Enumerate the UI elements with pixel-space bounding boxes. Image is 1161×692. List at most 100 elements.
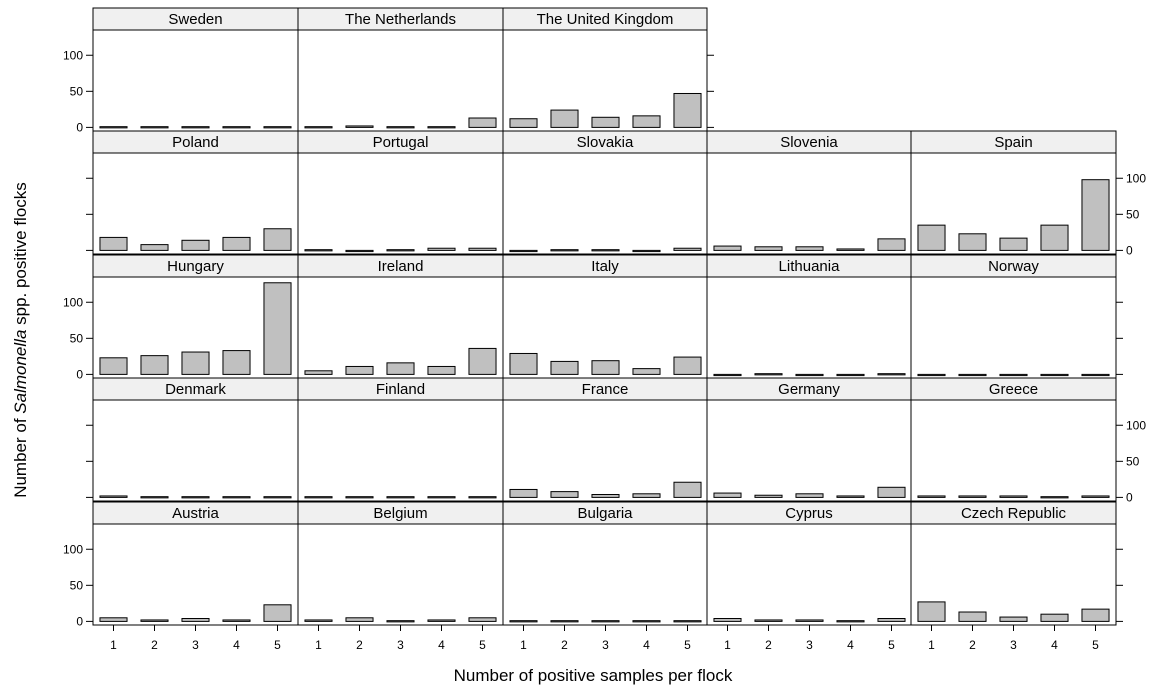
bar-norway-2 bbox=[958, 373, 987, 377]
bar-belgium-5 bbox=[468, 617, 497, 622]
x-tick-label: 2 bbox=[765, 638, 772, 652]
bar-czech-republic-5 bbox=[1081, 608, 1110, 622]
y-tick-label: 0 bbox=[76, 120, 83, 134]
bar-ireland-1 bbox=[304, 370, 333, 375]
x-tick-label: 4 bbox=[233, 638, 240, 652]
panel-plot-area bbox=[503, 30, 707, 131]
x-tick-label: 3 bbox=[397, 638, 404, 652]
bar-france-4 bbox=[632, 493, 661, 498]
bar-the-united-kingdom-4 bbox=[632, 115, 661, 128]
bar-cyprus-5 bbox=[877, 618, 906, 622]
bar-germany-5 bbox=[877, 486, 906, 498]
x-tick-label: 5 bbox=[1092, 638, 1099, 652]
strip-label: Czech Republic bbox=[961, 505, 1067, 522]
strip-label: Slovenia bbox=[780, 134, 838, 151]
strip-label: Finland bbox=[376, 381, 425, 398]
bar-france-1 bbox=[509, 488, 538, 498]
bar-ireland-2 bbox=[345, 365, 374, 375]
bar-germany-4 bbox=[836, 495, 865, 498]
panel-slovenia: Slovenia bbox=[706, 130, 912, 255]
bar-finland-1 bbox=[304, 496, 333, 499]
bar-poland-5 bbox=[263, 228, 292, 251]
bar-finland-5 bbox=[468, 496, 497, 499]
panel-denmark: Denmark bbox=[92, 377, 299, 502]
strip-label: France bbox=[582, 381, 629, 398]
bar-spain-4 bbox=[1040, 224, 1069, 251]
panel-germany: Germany bbox=[706, 377, 912, 502]
panel-the-united-kingdom: The United Kingdom bbox=[502, 7, 708, 132]
bar-bulgaria-2 bbox=[550, 620, 579, 623]
panel-sweden: Sweden bbox=[92, 7, 299, 132]
bar-slovenia-1 bbox=[713, 245, 742, 251]
bar-denmark-2 bbox=[140, 496, 169, 499]
x-tick-label: 1 bbox=[315, 638, 322, 652]
panel-plot-area bbox=[503, 400, 707, 501]
y-tick-label: 0 bbox=[76, 367, 83, 381]
bar-ireland-3 bbox=[386, 362, 415, 375]
bar-cyprus-2 bbox=[754, 619, 783, 622]
x-tick-label: 5 bbox=[479, 638, 486, 652]
x-tick-label: 4 bbox=[1051, 638, 1058, 652]
panel-france: France bbox=[502, 377, 708, 502]
panel-slovakia: Slovakia bbox=[502, 130, 708, 255]
y-tick-label: 100 bbox=[63, 542, 83, 556]
bar-poland-3 bbox=[181, 239, 210, 251]
x-tick-label: 4 bbox=[847, 638, 854, 652]
bar-poland-1 bbox=[99, 236, 128, 251]
bar-bulgaria-5 bbox=[673, 620, 702, 623]
panels-layer: Austria Belgium Bulgaria Cyprus Czech Republ… bbox=[92, 7, 1117, 626]
bar-denmark-4 bbox=[222, 496, 251, 499]
bar-france-5 bbox=[673, 481, 702, 498]
bar-portugal-3 bbox=[386, 249, 415, 252]
panel-plot-area bbox=[707, 400, 911, 501]
strip-label: The Netherlands bbox=[345, 11, 456, 28]
y-tick-label: 100 bbox=[1126, 418, 1146, 432]
bar-hungary-4 bbox=[222, 350, 251, 375]
panel-plot-area bbox=[298, 524, 503, 625]
x-tick-label: 2 bbox=[561, 638, 568, 652]
panel-plot-area bbox=[911, 277, 1116, 378]
bar-lithuania-4 bbox=[836, 373, 865, 377]
panel-plot-area bbox=[707, 524, 911, 625]
x-tick-label: 5 bbox=[888, 638, 895, 652]
bar-denmark-1 bbox=[99, 495, 128, 498]
axes-layer: 0 50 100 0 50 100 0 50 100 0 50 100 0 50 100 1 2 3 4 5 1 2 3 4 5… bbox=[63, 48, 1146, 652]
bar-france-3 bbox=[591, 494, 620, 498]
bar-france-2 bbox=[550, 491, 579, 498]
bar-portugal-5 bbox=[468, 247, 497, 251]
bar-germany-1 bbox=[713, 492, 742, 498]
bar-czech-republic-1 bbox=[917, 601, 946, 622]
bar-greece-3 bbox=[999, 495, 1028, 498]
bar-the-netherlands-3 bbox=[386, 126, 415, 129]
x-tick-label: 3 bbox=[1010, 638, 1017, 652]
bar-finland-4 bbox=[427, 496, 456, 499]
panel-plot-area bbox=[707, 153, 911, 254]
strip-label: Lithuania bbox=[779, 258, 841, 275]
bar-denmark-5 bbox=[263, 496, 292, 499]
panel-plot-area bbox=[503, 524, 707, 625]
bar-portugal-4 bbox=[427, 247, 456, 251]
panel-lithuania: Lithuania bbox=[706, 254, 912, 379]
bar-the-netherlands-5 bbox=[468, 117, 497, 128]
panel-norway: Norway bbox=[910, 254, 1117, 379]
bar-bulgaria-3 bbox=[591, 620, 620, 623]
panel-cyprus: Cyprus bbox=[706, 501, 912, 626]
bar-italy-2 bbox=[550, 360, 579, 375]
bar-slovakia-3 bbox=[591, 249, 620, 252]
bar-slovenia-2 bbox=[754, 246, 783, 251]
bar-norway-1 bbox=[917, 373, 946, 377]
bar-austria-4 bbox=[222, 619, 251, 622]
bar-italy-4 bbox=[632, 368, 661, 375]
bar-ireland-4 bbox=[427, 365, 456, 375]
bar-cyprus-4 bbox=[836, 620, 865, 623]
bar-spain-1 bbox=[917, 224, 946, 251]
strip-label: Bulgaria bbox=[577, 505, 633, 522]
x-tick-label: 2 bbox=[151, 638, 158, 652]
bar-slovakia-4 bbox=[632, 249, 661, 253]
bar-slovenia-3 bbox=[795, 246, 824, 251]
panel-italy: Italy bbox=[502, 254, 708, 379]
y-tick-label: 50 bbox=[1126, 207, 1140, 221]
bar-italy-1 bbox=[509, 352, 538, 375]
x-tick-label: 1 bbox=[110, 638, 117, 652]
